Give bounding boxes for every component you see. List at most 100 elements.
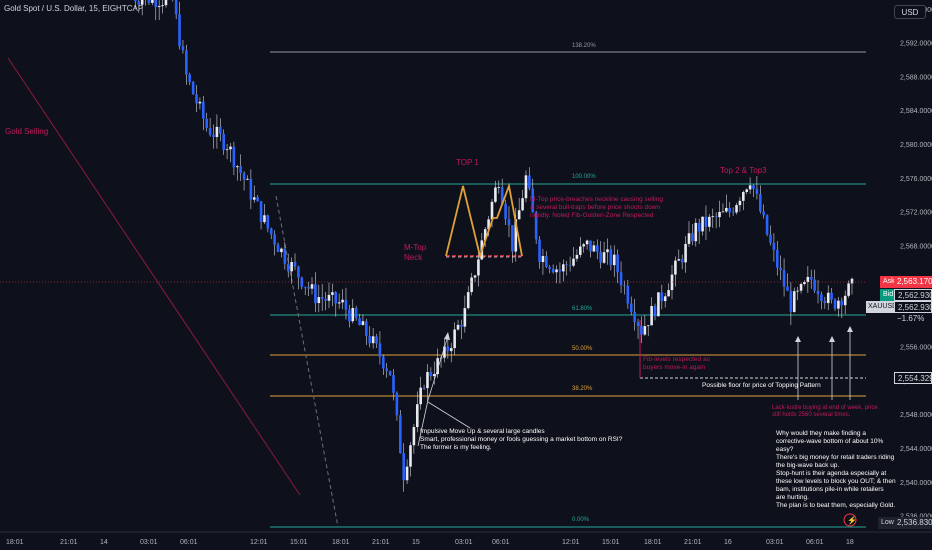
candle-body [697, 222, 701, 232]
candle-body [310, 284, 314, 289]
candle-body [317, 297, 321, 304]
candle-body [303, 286, 307, 288]
candle-body [290, 262, 293, 272]
candle-body [687, 233, 691, 244]
candle-body [545, 255, 548, 268]
top1-label: TOP 1 [456, 158, 479, 167]
candle-body [657, 292, 660, 317]
candle-body [592, 245, 596, 252]
time-tick-label: 15:01 [290, 539, 308, 546]
currency-button[interactable]: USD [894, 5, 926, 19]
candle-body [494, 187, 497, 202]
candle-body [650, 306, 653, 326]
candle-body [711, 216, 715, 218]
bid-price: 2,562.9300 [894, 289, 932, 301]
time-tick-label: 18 [846, 539, 854, 546]
candle-body [714, 216, 718, 218]
candle-body [772, 242, 776, 250]
time-tick-label: 06:01 [492, 539, 510, 546]
candle-body [297, 266, 300, 278]
candle-body [779, 267, 782, 271]
price-tick-label: 2,584.0000 [900, 108, 932, 115]
candle-body [147, 0, 151, 3]
candle-body [731, 212, 735, 213]
price-tick-label: 2,588.0000 [900, 74, 932, 81]
candle-body [840, 300, 844, 306]
candle-body [738, 200, 742, 206]
candle-body [395, 392, 399, 416]
arrowhead-4 [444, 332, 450, 340]
candle-body [497, 187, 501, 188]
candle-body [725, 207, 728, 212]
candle-body [833, 299, 837, 309]
impulsive-note-arrow [427, 401, 471, 429]
candle-body [830, 292, 833, 300]
candle-body [239, 166, 242, 173]
candle-body [701, 216, 704, 232]
fib-label-0: 0.00% [572, 517, 590, 523]
time-tick-label: 06:01 [180, 539, 198, 546]
mtop-description: M-Top price-breaches neckline causing se… [530, 196, 663, 219]
candle-body [151, 0, 154, 3]
candle-body [351, 307, 355, 322]
candle-body [195, 94, 198, 104]
ask-tag: Ask [880, 276, 895, 288]
time-tick-label: 16 [724, 539, 732, 546]
candle-body [782, 270, 786, 287]
candle-body [371, 336, 375, 344]
candle-body [422, 387, 426, 389]
candle-body [792, 291, 796, 312]
fib-respected-label: Fib-levels respected as buyers move-in a… [643, 356, 710, 371]
candle-body [775, 249, 779, 268]
candle-body [606, 249, 609, 253]
candle-body [524, 175, 528, 199]
candle-body [619, 272, 623, 286]
candle-body [769, 234, 772, 243]
candle-body [392, 375, 395, 393]
candle-body [704, 216, 708, 227]
candle-body [514, 219, 518, 252]
candle-body [663, 296, 667, 302]
candle-body [623, 285, 626, 287]
candle-body [269, 228, 273, 235]
bid-tag: Bid [880, 289, 894, 301]
candle-body [235, 166, 239, 168]
gold-selling-trendline [7, 57, 301, 496]
candle-body [684, 243, 687, 263]
candle-body [256, 197, 259, 202]
fib-label-382: 38.20% [572, 386, 593, 392]
time-tick-label: 21:01 [372, 539, 390, 546]
candle-body [405, 466, 409, 481]
candle-body [585, 240, 589, 245]
candle-body [453, 329, 456, 349]
candle-body [643, 326, 647, 335]
candle-body [677, 259, 681, 261]
candle-body [558, 269, 562, 272]
low-tag: Low [878, 517, 894, 529]
candle-body [477, 259, 480, 276]
candle-body [327, 294, 331, 301]
price-tick-label: 2,580.0000 [900, 142, 932, 149]
candle-body [134, 0, 137, 2]
candle-body [181, 46, 185, 51]
candle-body [786, 286, 789, 291]
candle-body [409, 445, 412, 467]
symbol-tag: XAUUSD [866, 301, 900, 313]
candle-body [789, 290, 793, 312]
candle-body [368, 336, 372, 344]
candle-body [202, 101, 205, 119]
candle-series [134, 0, 854, 492]
candle-body [341, 299, 344, 303]
candle-body [616, 254, 619, 273]
low-price: 2,536.8300 [894, 517, 932, 529]
ask-price: 2,563.1700 [894, 276, 932, 288]
candle-body [415, 404, 419, 428]
candle-body [626, 285, 630, 304]
replay-icon-glyph: ⚡ [847, 515, 857, 525]
candle-body [446, 346, 450, 352]
candle-body [205, 118, 209, 129]
top23-label: Top 2 & Top3 [720, 166, 767, 175]
candle-body [507, 219, 511, 226]
